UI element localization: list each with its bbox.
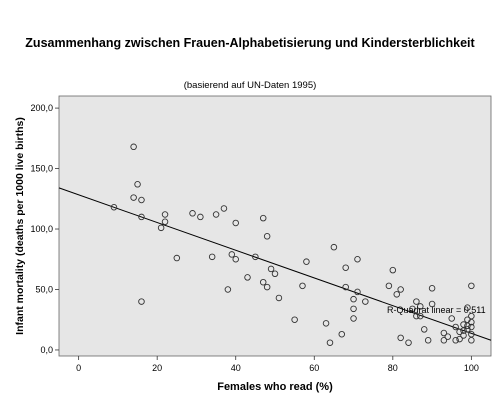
data-point: [362, 298, 369, 305]
data-point: [417, 312, 424, 320]
data-point: [138, 196, 145, 204]
data-point: [460, 332, 467, 339]
data-point: [130, 143, 137, 151]
x-tick-label: 60: [309, 363, 319, 373]
data-point: [161, 218, 169, 226]
data-point: [291, 316, 298, 323]
data-point: [263, 283, 271, 291]
x-axis: 0 20 40 60 80 100: [76, 356, 479, 373]
data-point: [409, 305, 416, 313]
data-point: [468, 337, 475, 344]
data-point: [303, 258, 310, 265]
data-point: [428, 285, 436, 292]
data-point: [444, 333, 452, 340]
data-point: [397, 334, 404, 342]
data-point: [232, 256, 239, 263]
data-point: [468, 282, 475, 290]
data-point: [138, 298, 145, 305]
y-axis-label: Infant mortality (deaths per 1000 live b…: [14, 117, 26, 335]
data-point: [464, 304, 471, 311]
data-point: [440, 329, 448, 337]
y-axis: 0,0 50,0 100,0 150,0 200,0: [30, 103, 59, 355]
data-point: [275, 294, 283, 302]
data-point: [350, 315, 357, 322]
data-point: [212, 211, 220, 218]
x-tick-label: 0: [76, 363, 81, 373]
data-point: [161, 211, 169, 218]
data-point: [385, 282, 393, 290]
data-point: [405, 339, 412, 346]
data-point: [448, 315, 455, 322]
data-point: [342, 264, 349, 271]
data-point: [267, 265, 275, 273]
x-axis-label: Females who read (%): [217, 381, 333, 393]
data-point: [350, 305, 357, 313]
data-point: [244, 274, 251, 281]
data-point: [173, 254, 181, 262]
data-point: [452, 323, 459, 331]
data-point: [350, 295, 357, 303]
y-tick-label: 150,0: [30, 164, 53, 174]
data-point: [110, 204, 118, 211]
data-point: [220, 205, 228, 212]
data-point: [228, 251, 236, 258]
data-point: [322, 320, 330, 327]
data-point: [271, 270, 279, 278]
data-point: [259, 278, 267, 286]
y-tick-label: 50,0: [35, 284, 53, 294]
data-point: [393, 291, 400, 298]
data-point: [417, 303, 424, 310]
data-point: [464, 322, 471, 330]
data-point: [299, 282, 306, 290]
data-point: [208, 253, 216, 261]
data-point: [456, 335, 463, 343]
data-point: [452, 337, 459, 344]
x-tick-label: 40: [231, 363, 241, 373]
x-tick-label: 20: [152, 363, 162, 373]
data-point: [468, 323, 475, 331]
data-point: [263, 233, 271, 240]
data-point: [424, 337, 432, 344]
x-tick-label: 100: [464, 363, 479, 373]
chart-subtitle: (basierend auf UN-Daten 1995): [183, 80, 317, 91]
chart-title: Zusammenhang zwischen Frauen-Alphabetisi…: [25, 36, 475, 50]
data-point: [138, 213, 145, 221]
y-tick-label: 200,0: [30, 103, 53, 113]
data-point: [389, 266, 397, 274]
data-point: [397, 286, 404, 293]
data-point: [338, 330, 346, 338]
data-point: [354, 256, 361, 263]
data-point: [413, 312, 420, 320]
data-point: [460, 321, 467, 328]
data-point: [134, 181, 141, 188]
data-point: [342, 283, 349, 291]
data-point: [440, 337, 448, 344]
data-point: [326, 339, 334, 346]
data-point: [130, 194, 137, 201]
data-point: [330, 243, 338, 251]
data-point: [354, 288, 361, 296]
data-point: [428, 300, 436, 308]
r-squared-label: R-Quadrat linear = 0,511: [387, 305, 486, 315]
data-point: [259, 214, 267, 222]
data-points: [110, 143, 475, 346]
x-tick-label: 80: [388, 363, 398, 373]
data-point: [232, 219, 239, 227]
y-tick-label: 100,0: [30, 224, 53, 234]
data-point: [224, 286, 232, 293]
data-point: [468, 318, 475, 326]
plot-area: [58, 95, 492, 357]
data-point: [420, 326, 428, 333]
data-point: [456, 328, 463, 336]
y-tick-label: 0,0: [40, 345, 53, 355]
data-point: [157, 224, 165, 232]
data-point: [252, 253, 259, 261]
data-point: [189, 210, 196, 217]
data-point: [197, 213, 204, 221]
data-point: [413, 298, 420, 305]
